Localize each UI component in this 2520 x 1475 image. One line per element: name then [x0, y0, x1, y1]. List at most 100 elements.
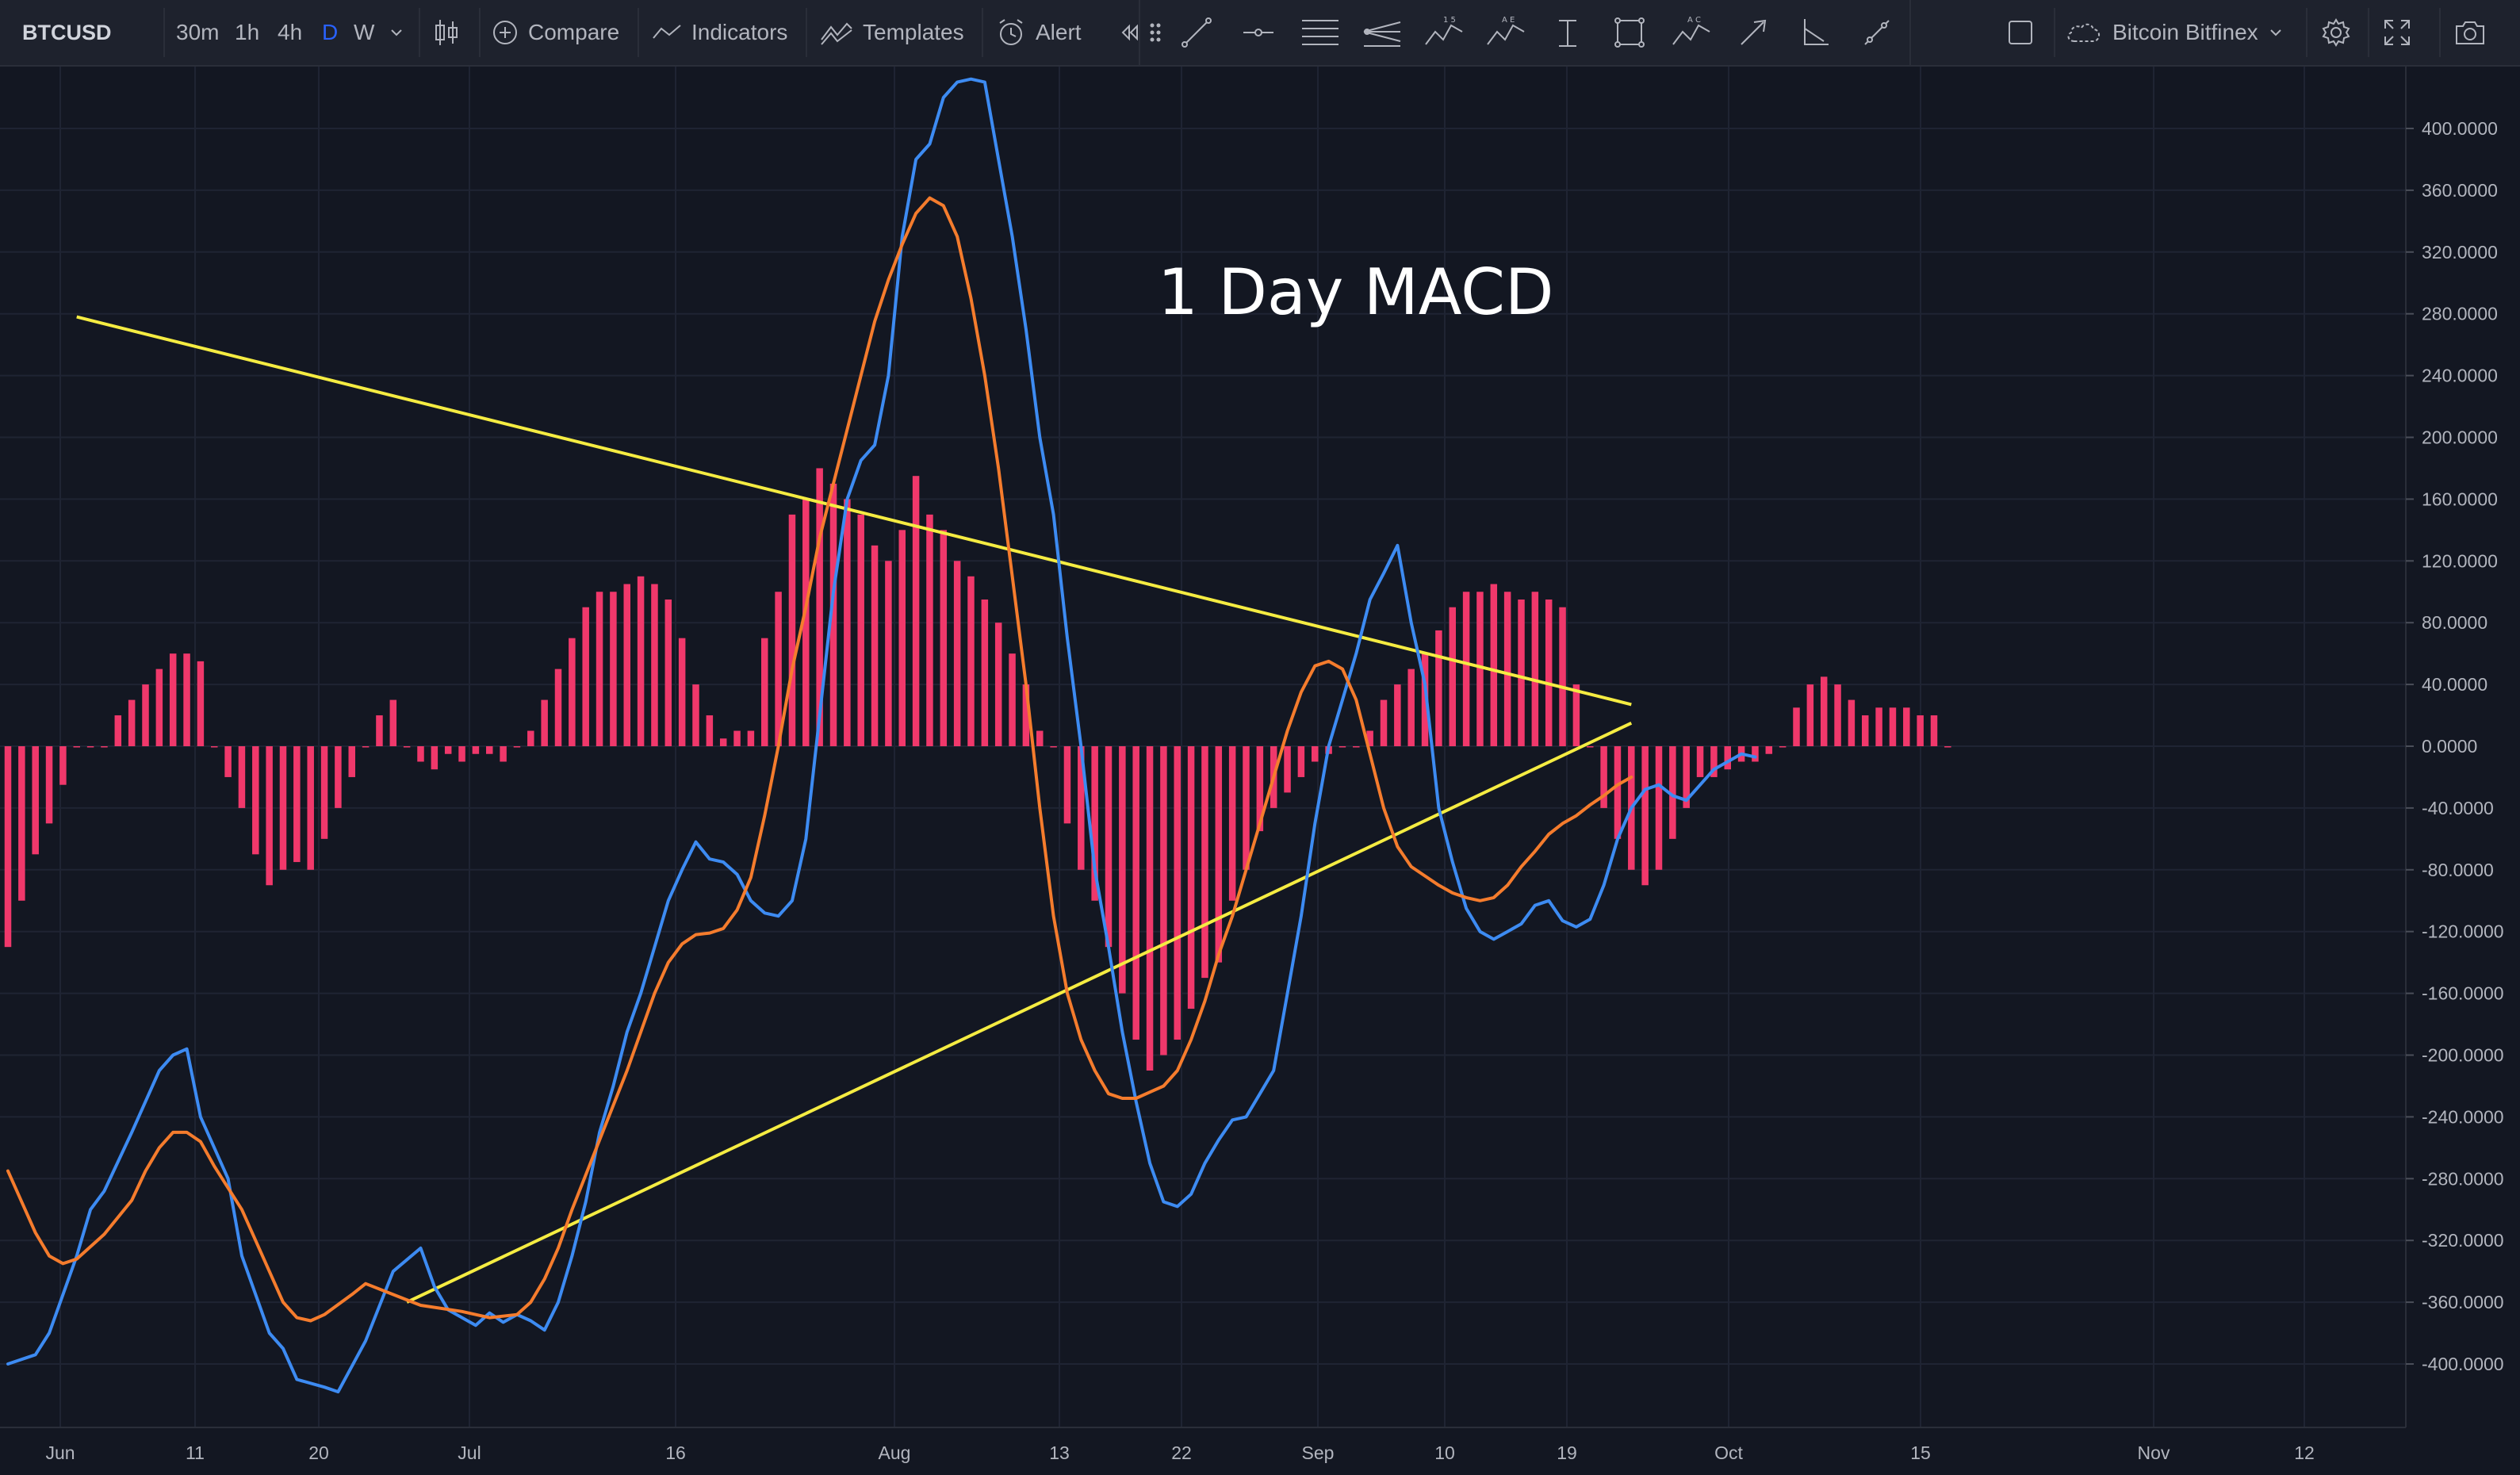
histogram-bar: [802, 499, 810, 746]
symbol-search[interactable]: BTCUSD: [22, 0, 112, 65]
histogram-bar: [651, 584, 658, 746]
toolbar-divider: [2054, 8, 2055, 57]
histogram-bar: [1545, 599, 1553, 746]
histogram-bar: [1490, 584, 1498, 746]
drag-handle[interactable]: [1143, 8, 1167, 57]
interval-1h[interactable]: 1h: [235, 0, 259, 65]
alert-label: Alert: [1036, 20, 1082, 44]
drawing-tools-panel: 1 5 A E A C: [1139, 0, 1911, 67]
histogram-bar: [816, 468, 823, 746]
histogram-bar: [335, 746, 342, 808]
price-tick-label: 360.0000: [2422, 180, 2498, 201]
histogram-bar: [637, 576, 645, 746]
object-tree-button[interactable]: [2006, 0, 2035, 65]
histogram-bar: [155, 669, 163, 746]
histogram-bar: [1256, 746, 1264, 832]
tool-parallel-channel[interactable]: [1296, 8, 1345, 57]
time-tick-label: Jul: [458, 1442, 481, 1463]
histogram-bar: [4, 746, 12, 948]
time-tick-label: 22: [1171, 1442, 1192, 1463]
histogram-bar: [238, 746, 246, 808]
histogram-bar: [678, 638, 686, 746]
tool-abcd[interactable]: A C: [1667, 8, 1716, 57]
histogram-bar: [18, 746, 25, 901]
histogram-bar: [582, 607, 589, 746]
histogram-bar: [1600, 746, 1607, 808]
settings-button[interactable]: [2320, 0, 2352, 65]
price-tick-label: -280.0000: [2422, 1168, 2504, 1189]
histogram-bar: [719, 738, 727, 746]
price-axis[interactable]: 400.0000 360.0000 320.0000 280.0000 240.0000…: [2406, 118, 2504, 1374]
histogram-bar: [1146, 746, 1154, 1071]
tool-angle[interactable]: [1790, 8, 1840, 57]
tool-rectangle[interactable]: [1605, 8, 1654, 57]
histogram-bar: [1009, 653, 1016, 746]
interval-dropdown[interactable]: [389, 0, 404, 65]
chart-style-button[interactable]: [433, 0, 460, 65]
tool-trend-line[interactable]: [1172, 8, 1221, 57]
svg-text:1 5: 1 5: [1443, 16, 1456, 25]
compare-button[interactable]: Compare: [492, 0, 619, 65]
fullscreen-button[interactable]: [2382, 0, 2412, 65]
trendline-upper-resistance[interactable]: [76, 315, 1632, 707]
angle-icon: [1804, 19, 1829, 45]
histogram-bar: [1531, 592, 1539, 746]
macd-chart[interactable]: 1 Day MACD 400.0000 360.0000 320.0000 280.0…: [0, 67, 2520, 1475]
tool-measure[interactable]: [1852, 8, 1901, 57]
histogram-bar: [197, 661, 205, 746]
price-tick-label: -120.0000: [2422, 921, 2504, 942]
trendlines[interactable]: [76, 315, 1633, 1304]
price-tick-label: 400.0000: [2422, 118, 2498, 139]
alert-button[interactable]: Alert: [996, 0, 1082, 65]
tool-arrow[interactable]: [1729, 8, 1778, 57]
chart-area[interactable]: 1 Day MACD 400.0000 360.0000 320.0000 280.0…: [0, 67, 2520, 1475]
histogram-bar: [472, 746, 480, 754]
gear-icon: [2322, 18, 2350, 47]
replay-button[interactable]: [1118, 0, 1140, 65]
toolbar-divider: [806, 8, 807, 57]
tool-horizontal-ray[interactable]: [1234, 8, 1283, 57]
snapshot-button[interactable]: [2453, 0, 2487, 65]
tool-pitchfork[interactable]: [1358, 8, 1407, 57]
histogram-bar: [1449, 607, 1456, 746]
histogram-bar: [664, 599, 672, 746]
histogram-bar: [1022, 684, 1030, 746]
histogram-bar: [293, 746, 301, 863]
plus-circle-icon: [493, 21, 517, 44]
exchange-selector[interactable]: Bitcoin Bitfinex: [2065, 0, 2284, 65]
interval-d[interactable]: D: [322, 0, 338, 65]
chart-annotation-title[interactable]: 1 Day MACD: [1158, 255, 1554, 329]
tool-elliott-wave[interactable]: A E: [1481, 8, 1530, 57]
histogram-bar: [733, 730, 741, 746]
templates-button[interactable]: Templates: [820, 0, 964, 65]
histogram-bar: [1160, 746, 1167, 1055]
interval-4h[interactable]: 4h: [278, 0, 302, 65]
cloud-icon: [2067, 23, 2100, 42]
histogram-bar: [1284, 746, 1291, 793]
interval-30m[interactable]: 30m: [176, 0, 219, 65]
time-tick-label: Jun: [45, 1442, 75, 1463]
histogram-bar: [569, 638, 576, 746]
interval-label: 1h: [235, 20, 260, 44]
tool-xabcd[interactable]: 1 5: [1419, 8, 1469, 57]
tool-date-range[interactable]: [1543, 8, 1592, 57]
parallel-channel-icon: [1302, 20, 1339, 45]
indicators-button[interactable]: Indicators: [652, 0, 787, 65]
exchange-label: Bitcoin Bitfinex: [2112, 20, 2258, 44]
trendline-lower-support[interactable]: [406, 721, 1633, 1304]
histogram-bar: [1119, 746, 1126, 994]
time-tick-label: 19: [1557, 1442, 1577, 1463]
histogram-bar: [692, 684, 699, 746]
histogram-bar: [431, 746, 439, 770]
toolbar-divider: [2306, 8, 2307, 57]
time-tick-label: Oct: [1714, 1442, 1743, 1463]
histogram-bar: [912, 476, 920, 746]
price-tick-label: 200.0000: [2422, 427, 2498, 448]
histogram-bar: [1187, 746, 1195, 1010]
time-axis[interactable]: Jun 11 20 Jul 16 Aug 13 22 Sep 10 19 Oct 15 Nov 12: [45, 1442, 2314, 1463]
interval-w[interactable]: W: [354, 0, 374, 65]
histogram-bar: [1366, 730, 1373, 746]
histogram-bar: [1297, 746, 1305, 777]
toolbar-divider: [638, 8, 639, 57]
square-icon: [2009, 21, 2032, 44]
